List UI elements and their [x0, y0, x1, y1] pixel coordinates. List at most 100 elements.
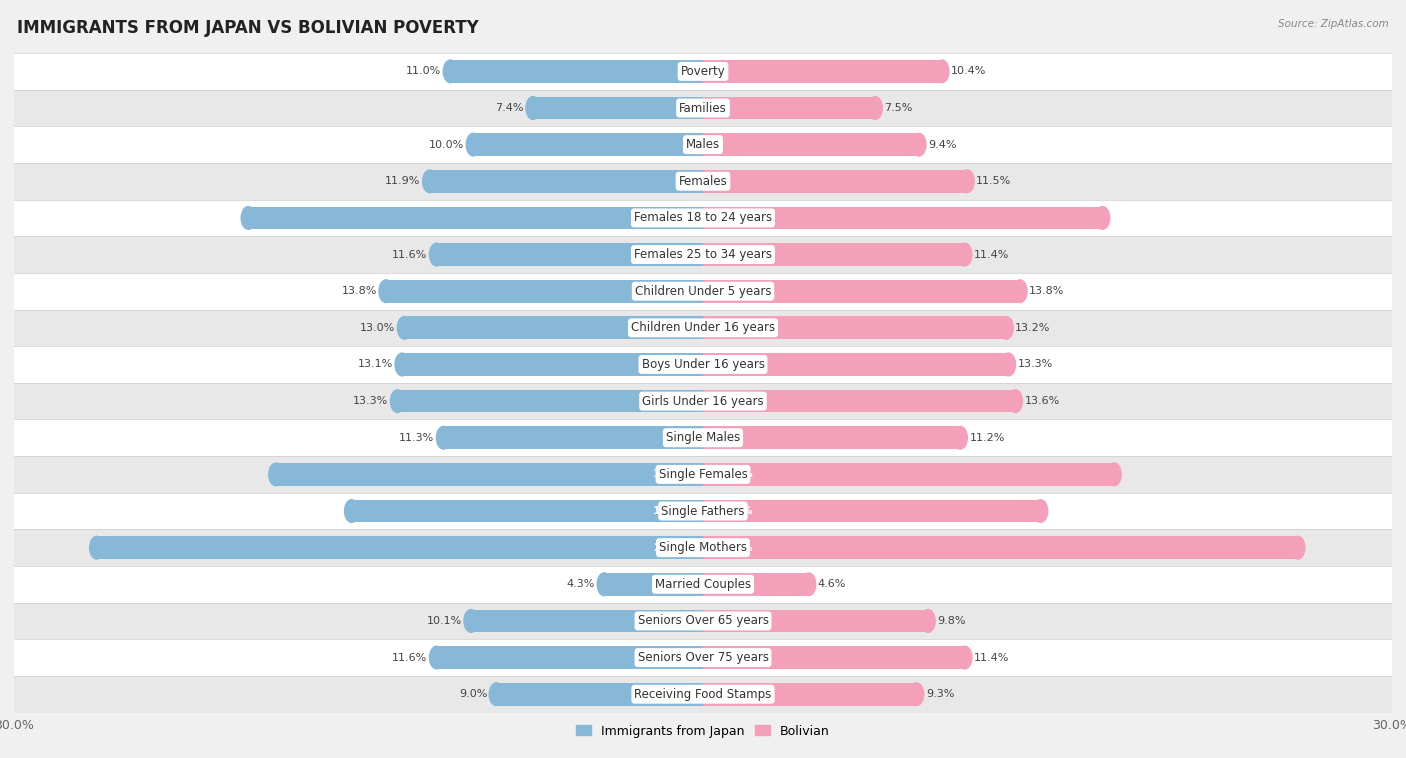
Bar	[496, 683, 703, 706]
Bar	[703, 609, 928, 632]
Bar	[430, 170, 703, 193]
Bar	[249, 207, 703, 229]
Bar	[276, 463, 703, 486]
Text: Seniors Over 65 years: Seniors Over 65 years	[637, 615, 769, 628]
Text: Females 25 to 34 years: Females 25 to 34 years	[634, 248, 772, 261]
Bar	[703, 243, 965, 266]
Text: Families: Families	[679, 102, 727, 114]
Text: 11.6%: 11.6%	[392, 653, 427, 662]
Circle shape	[801, 573, 815, 596]
Bar	[398, 390, 703, 412]
Circle shape	[1012, 280, 1026, 302]
Circle shape	[429, 243, 444, 266]
Bar	[14, 127, 1392, 163]
Text: 13.3%: 13.3%	[353, 396, 388, 406]
Circle shape	[921, 609, 935, 632]
Text: 10.0%: 10.0%	[429, 139, 464, 149]
Bar	[14, 566, 1392, 603]
Bar	[402, 353, 703, 376]
Bar	[703, 280, 1019, 302]
Bar	[450, 60, 703, 83]
Text: IMMIGRANTS FROM JAPAN VS BOLIVIAN POVERTY: IMMIGRANTS FROM JAPAN VS BOLIVIAN POVERT…	[17, 19, 478, 37]
Text: 9.4%: 9.4%	[928, 139, 956, 149]
Bar	[703, 647, 965, 669]
Text: Single Fathers: Single Fathers	[661, 505, 745, 518]
Text: 13.2%: 13.2%	[1015, 323, 1050, 333]
Text: 4.3%: 4.3%	[567, 579, 595, 589]
Text: 11.5%: 11.5%	[976, 177, 1011, 186]
Bar	[703, 390, 1015, 412]
Circle shape	[1000, 317, 1014, 339]
Bar	[14, 273, 1392, 309]
Text: 11.3%: 11.3%	[399, 433, 434, 443]
Bar	[703, 317, 1007, 339]
Bar	[14, 383, 1392, 419]
Text: Children Under 5 years: Children Under 5 years	[634, 285, 772, 298]
Text: Single Males: Single Males	[666, 431, 740, 444]
Circle shape	[1095, 207, 1109, 229]
Circle shape	[960, 170, 974, 193]
Circle shape	[90, 537, 104, 559]
Text: 18.6%: 18.6%	[652, 469, 692, 479]
Circle shape	[1001, 353, 1015, 376]
Text: 11.6%: 11.6%	[392, 249, 427, 259]
Bar	[703, 133, 920, 156]
Circle shape	[1291, 537, 1305, 559]
Circle shape	[1033, 500, 1047, 522]
Text: Poverty: Poverty	[681, 65, 725, 78]
Bar	[703, 463, 1114, 486]
Bar	[533, 97, 703, 119]
Bar	[14, 639, 1392, 676]
Text: 13.8%: 13.8%	[342, 287, 377, 296]
Circle shape	[957, 647, 972, 669]
Text: 13.6%: 13.6%	[1025, 396, 1060, 406]
Text: 14.7%: 14.7%	[714, 506, 754, 516]
Text: 10.1%: 10.1%	[426, 616, 461, 626]
Circle shape	[464, 609, 478, 632]
Circle shape	[953, 427, 967, 449]
Text: 19.8%: 19.8%	[652, 213, 692, 223]
Circle shape	[429, 647, 444, 669]
Circle shape	[443, 60, 457, 83]
Circle shape	[526, 97, 540, 119]
Bar	[405, 317, 703, 339]
Text: Single Females: Single Females	[658, 468, 748, 481]
Bar	[14, 529, 1392, 566]
Text: 9.0%: 9.0%	[458, 689, 486, 699]
Bar	[14, 236, 1392, 273]
Bar	[703, 573, 808, 596]
Text: Seniors Over 75 years: Seniors Over 75 years	[637, 651, 769, 664]
Circle shape	[1107, 463, 1121, 486]
Text: Females: Females	[679, 175, 727, 188]
Circle shape	[344, 500, 359, 522]
Text: Males: Males	[686, 138, 720, 151]
Bar	[14, 53, 1392, 89]
Text: 11.9%: 11.9%	[385, 177, 420, 186]
Bar	[605, 573, 703, 596]
Circle shape	[935, 60, 949, 83]
Circle shape	[269, 463, 283, 486]
Bar	[14, 309, 1392, 346]
Circle shape	[598, 573, 612, 596]
Bar	[14, 676, 1392, 713]
Circle shape	[910, 683, 924, 706]
Text: Receiving Food Stamps: Receiving Food Stamps	[634, 688, 772, 700]
Circle shape	[868, 97, 883, 119]
Text: 4.6%: 4.6%	[818, 579, 846, 589]
Circle shape	[957, 243, 972, 266]
Bar	[437, 647, 703, 669]
Bar	[703, 500, 1040, 522]
Text: Boys Under 16 years: Boys Under 16 years	[641, 358, 765, 371]
Circle shape	[423, 170, 437, 193]
Bar	[471, 609, 703, 632]
Bar	[14, 603, 1392, 639]
Text: 17.4%: 17.4%	[714, 213, 754, 223]
Text: 13.0%: 13.0%	[360, 323, 395, 333]
Circle shape	[242, 207, 256, 229]
Text: 26.4%: 26.4%	[652, 543, 692, 553]
Bar	[387, 280, 703, 302]
Circle shape	[436, 427, 450, 449]
Text: Children Under 16 years: Children Under 16 years	[631, 321, 775, 334]
Text: 13.3%: 13.3%	[1018, 359, 1053, 369]
Text: 17.9%: 17.9%	[714, 469, 754, 479]
